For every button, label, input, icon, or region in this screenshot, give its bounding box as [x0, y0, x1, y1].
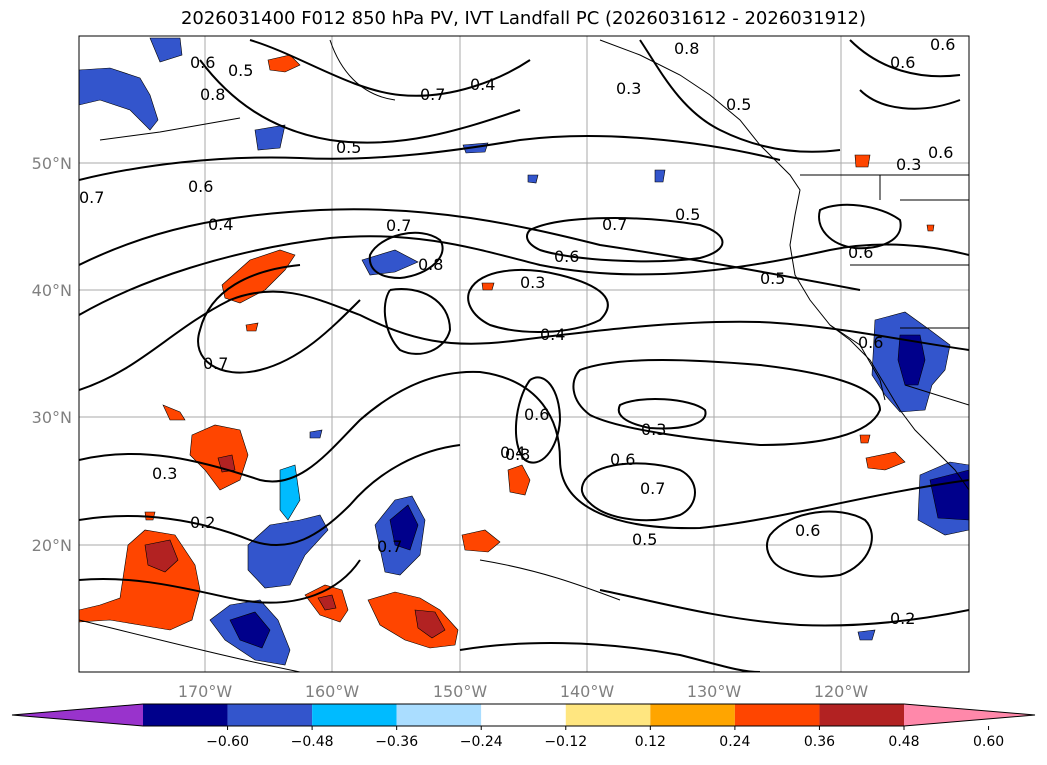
contour-label: 0.4	[470, 75, 495, 94]
colorbar-segment	[143, 704, 228, 726]
pv-contours-thin	[79, 39, 621, 672]
colorbar-tick-label: 0.60	[973, 734, 1004, 750]
lon-label: 130°W	[687, 682, 742, 701]
contour-label: 0.6	[928, 143, 953, 162]
colorbar-extend-min	[12, 704, 143, 726]
contour-label: 0.7	[377, 537, 402, 556]
positive-pv-areas	[79, 54, 935, 649]
contour-label: 0.4	[208, 215, 233, 234]
map-border	[78, 35, 970, 673]
lat-label: 20°N	[32, 536, 72, 555]
lat-label: 40°N	[32, 281, 72, 300]
colorbar-tick-label: −0.24	[460, 734, 503, 750]
map-title: 2026031400 F012 850 hPa PV, IVT Landfall…	[180, 8, 867, 29]
colorbar-segment	[819, 704, 904, 726]
contour-label: 0.6	[848, 243, 873, 262]
lon-label: 170°W	[178, 682, 233, 701]
colorbar-extend-max	[904, 704, 1035, 726]
contour-label: 0.8	[674, 39, 699, 58]
contour-label: 0.3	[520, 273, 545, 292]
map-background	[79, 36, 969, 672]
colorbar-tick-label: 0.12	[635, 734, 666, 750]
lon-label: 150°W	[433, 682, 488, 701]
colorbar-segment	[396, 704, 482, 726]
contour-label: 0.5	[760, 269, 785, 288]
contour-label: 0.6	[930, 35, 955, 54]
contour-label: 0.7	[386, 216, 411, 235]
colorbar-tick-label: −0.12	[544, 734, 587, 750]
gridlines	[79, 36, 969, 672]
lon-label: 120°W	[814, 682, 869, 701]
contour-label: 0.6	[524, 405, 549, 424]
colorbar-tick-label: 0.36	[804, 734, 835, 750]
colorbar-outline	[11, 703, 1036, 727]
colorbar: −0.60 −0.48 −0.36 −0.24 −0.12 0.12 0.24 0.36 0.4…	[11, 703, 1036, 750]
colorbar-segment	[481, 704, 566, 726]
contour-label: 0.5	[632, 530, 657, 549]
contour-label: 0.6	[858, 333, 883, 352]
contour-label: 0.7	[602, 215, 627, 234]
contour-label: 0.6	[188, 177, 213, 196]
contour-label: 0.5	[228, 61, 253, 80]
colorbar-tick-label: 0.48	[888, 734, 919, 750]
colorbar-tick-label: −0.48	[291, 734, 334, 750]
contour-label: 0.3	[152, 464, 177, 483]
contour-label: 0.3	[641, 420, 666, 439]
contour-label: 0.3	[896, 155, 921, 174]
contour-label: 0.6	[610, 450, 635, 469]
colorbar-segment	[565, 704, 651, 726]
colorbar-tick-label: 0.24	[719, 734, 750, 750]
contour-labels: 0.8 0.6 0.5 0.8 0.5 0.7 0.4 0.3 0.5 0.7 …	[79, 35, 955, 628]
latitude-labels: 50°N 40°N 30°N 20°N	[32, 154, 72, 555]
contour-label: 0.7	[420, 85, 445, 104]
contour-label: 0.6	[554, 247, 579, 266]
lon-label: 160°W	[305, 682, 360, 701]
colorbar-segment	[227, 704, 313, 726]
colorbar-tick-label: −0.60	[206, 734, 249, 750]
contour-label: 0.4	[540, 325, 565, 344]
contour-label: 0.2	[890, 609, 915, 628]
pv-contours	[79, 39, 969, 672]
lon-label: 140°W	[560, 682, 615, 701]
lat-label: 30°N	[32, 408, 72, 427]
contour-label: 0.5	[726, 95, 751, 114]
contour-label: 0.4	[500, 443, 525, 462]
contour-label: 0.3	[616, 79, 641, 98]
contour-label: 0.7	[203, 354, 228, 373]
contour-label: 0.6	[795, 521, 820, 540]
contour-label: 0.8	[418, 255, 443, 274]
contour-label: 0.3	[505, 445, 530, 464]
contour-label: 0.7	[79, 188, 104, 207]
colorbar-segment	[312, 704, 397, 726]
contour-label: 0.8	[200, 85, 225, 104]
contour-label: 0.2	[190, 513, 215, 532]
contour-label: 0.6	[190, 53, 215, 72]
contour-label: 0.6	[890, 53, 915, 72]
contour-label: 0.5	[336, 138, 361, 157]
longitude-labels: 170°W 160°W 150°W 140°W 130°W 120°W	[178, 682, 869, 701]
coastlines	[99, 39, 969, 491]
lat-label: 50°N	[32, 154, 72, 173]
contour-label: 0.7	[640, 479, 665, 498]
colorbar-segment	[650, 704, 735, 726]
colorbar-tick-label: −0.36	[375, 734, 418, 750]
colorbar-segment	[734, 704, 820, 726]
contour-label: 0.5	[675, 205, 700, 224]
